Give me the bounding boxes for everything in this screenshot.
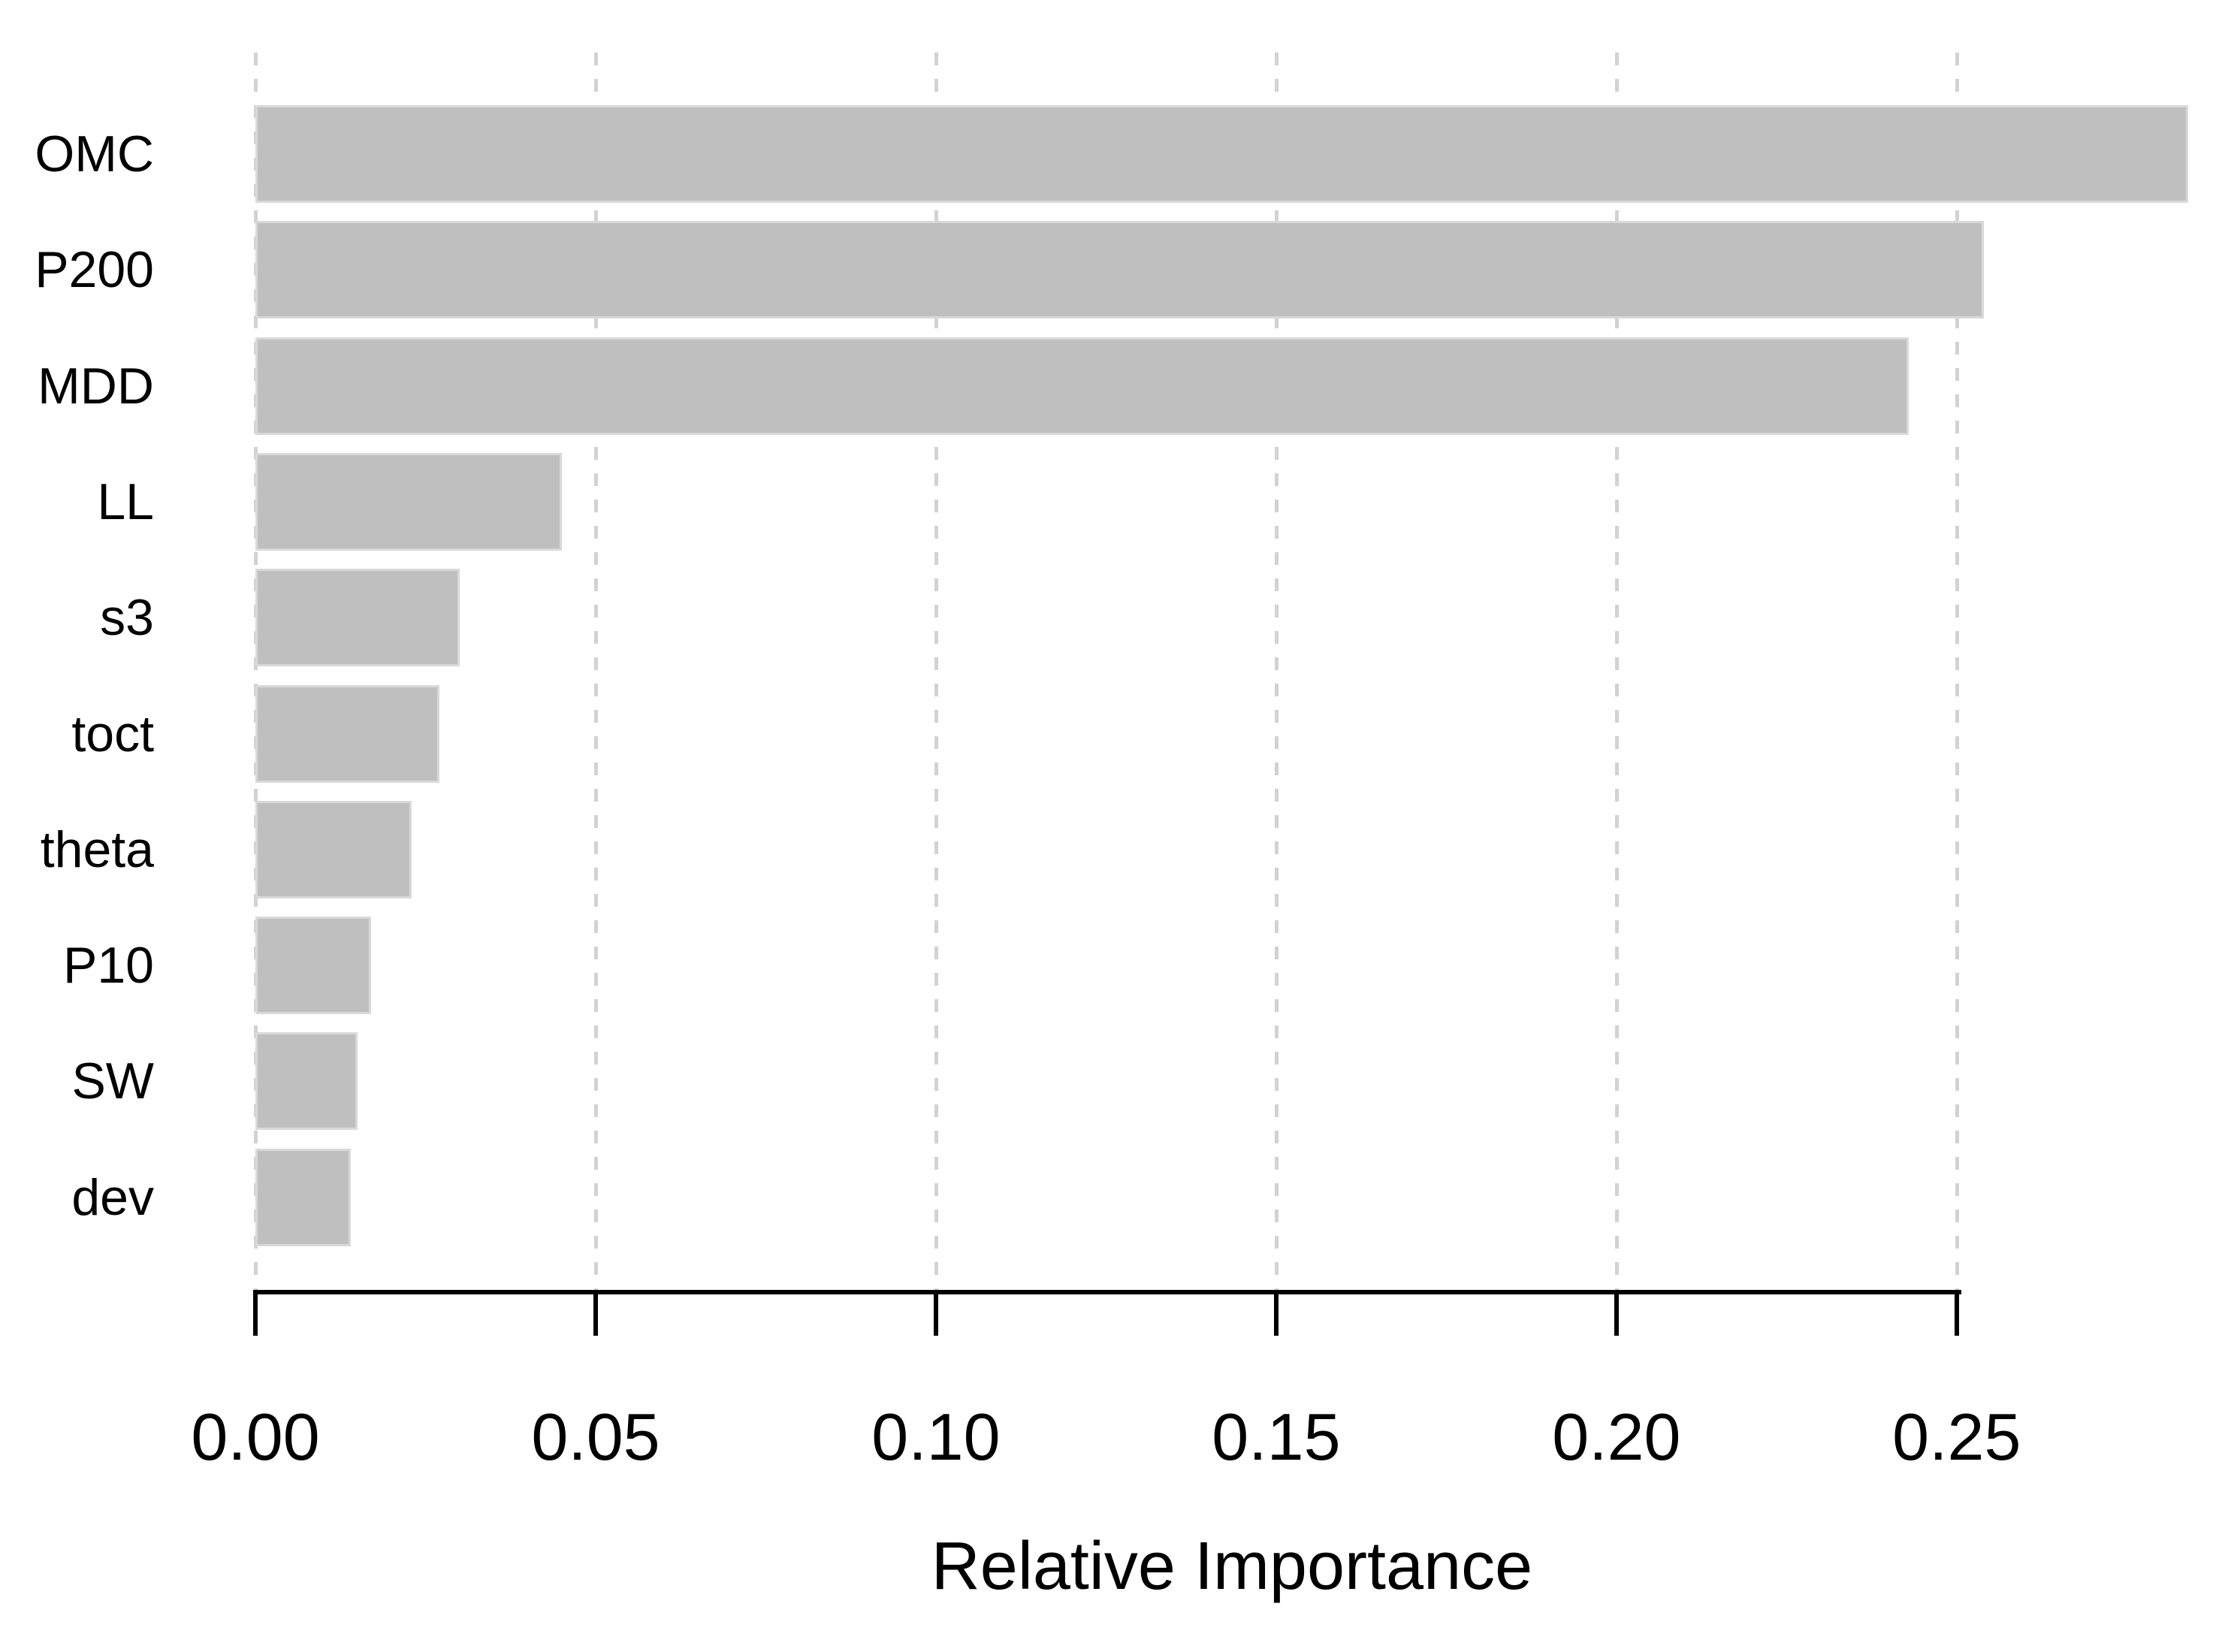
x-tick-0.25 [1954, 1292, 1959, 1336]
y-axis-label-dev: dev [71, 1168, 154, 1226]
plot-area [254, 53, 2208, 1292]
y-axis-label-LL: LL [97, 473, 154, 530]
gridline-0.05 [593, 53, 598, 1292]
x-axis-ticks: 0.00 0.05 0.10 0.15 0.20 0.25 [191, 1292, 2208, 1533]
bar-SW [255, 1032, 358, 1131]
gridline-0.25 [1955, 53, 1959, 1292]
y-axis-label-MDD: MDD [38, 357, 154, 415]
x-tick-0.20 [1614, 1292, 1619, 1336]
y-axis-label-theta: theta [40, 820, 154, 878]
bars-layer [255, 53, 2208, 1292]
x-tick-0.15 [1273, 1292, 1279, 1336]
x-tick-label-0.25: 0.25 [1892, 1400, 2021, 1474]
bar-P10 [255, 917, 371, 1015]
x-tick-0.05 [593, 1292, 598, 1336]
x-tick-0.00 [253, 1292, 258, 1336]
bar-P200 [255, 221, 1985, 319]
bar-MDD [255, 337, 1909, 435]
y-axis-label-OMC: OMC [35, 125, 154, 183]
x-axis-line [253, 1290, 1961, 1294]
x-tick-label-0.15: 0.15 [1212, 1400, 1341, 1474]
bar-theta [255, 800, 412, 898]
x-tick-label-0.05: 0.05 [531, 1400, 660, 1474]
x-tick-label-0.00: 0.00 [191, 1400, 320, 1474]
y-axis-label-toct: toct [71, 705, 154, 763]
gridline-0.20 [1614, 53, 1619, 1292]
y-axis-label-SW: SW [71, 1053, 154, 1110]
bar-OMC [255, 105, 2188, 203]
bar-toct [255, 684, 439, 783]
gridline-0.10 [934, 53, 938, 1292]
y-axis-labels: OMC P200 MDD LL s3 toct theta P10 SW dev [0, 53, 154, 1292]
x-axis-title: Relative Importance [931, 1529, 1533, 1604]
gridline-0.00 [254, 53, 258, 1292]
x-tick-label-0.10: 0.10 [871, 1400, 1001, 1474]
gridlines-layer [254, 53, 2208, 1292]
y-axis-label-P200: P200 [35, 241, 154, 299]
y-axis-label-s3: s3 [100, 589, 154, 647]
x-tick-0.10 [933, 1292, 938, 1336]
y-axis-label-P10: P10 [63, 937, 154, 995]
gridline-0.15 [1274, 53, 1279, 1292]
bar-LL [255, 452, 562, 551]
bar-dev [255, 1148, 351, 1246]
bar-s3 [255, 569, 460, 667]
x-tick-label-0.20: 0.20 [1552, 1400, 1681, 1474]
